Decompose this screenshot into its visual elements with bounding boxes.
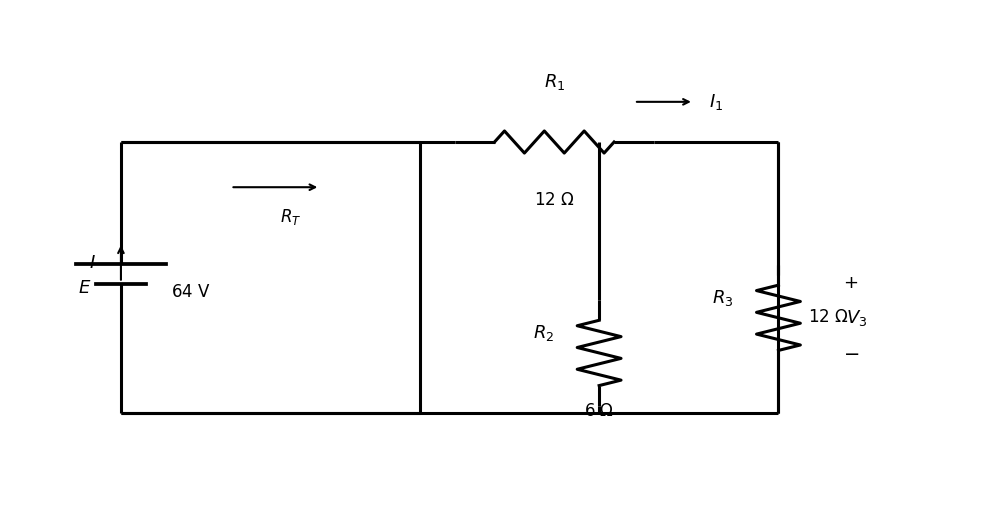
Text: $+$: $+$ xyxy=(843,274,858,291)
Text: $I$: $I$ xyxy=(89,254,96,272)
Text: $-$: $-$ xyxy=(843,343,859,363)
Text: $64\ \mathrm{V}$: $64\ \mathrm{V}$ xyxy=(171,284,211,301)
Text: $6\ \Omega$: $6\ \Omega$ xyxy=(584,403,614,420)
Text: $I_1$: $I_1$ xyxy=(708,92,723,112)
Text: $12\ \Omega$: $12\ \Omega$ xyxy=(808,309,849,326)
Text: $E$: $E$ xyxy=(78,279,91,296)
Text: $R_1$: $R_1$ xyxy=(543,72,565,92)
Text: $R_T$: $R_T$ xyxy=(280,207,301,227)
Text: $12\ \Omega$: $12\ \Omega$ xyxy=(533,192,574,209)
Text: $R_2$: $R_2$ xyxy=(533,323,554,343)
Text: $R_3$: $R_3$ xyxy=(712,288,733,308)
Text: $V_3$: $V_3$ xyxy=(846,308,867,328)
